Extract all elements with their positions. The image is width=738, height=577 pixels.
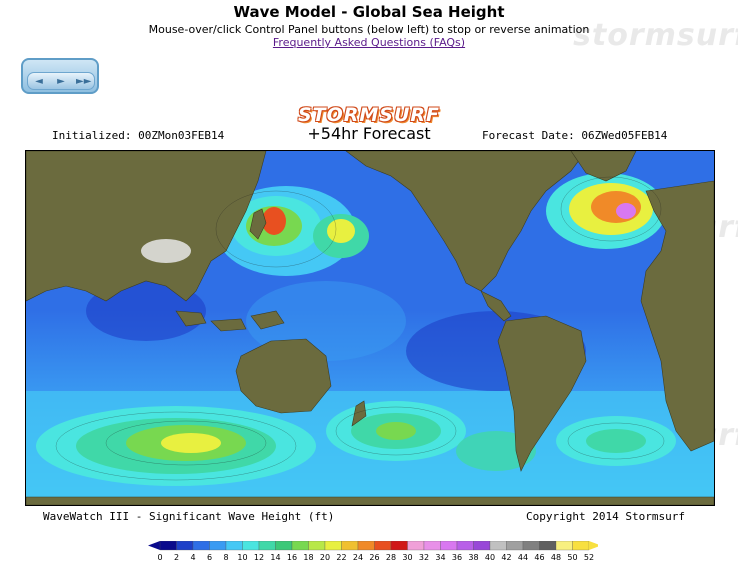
faq-row: Frequently Asked Questions (FAQs) [0,36,738,49]
stormsurf-logo: STORMSURF [297,104,441,126]
legend-swatch [572,540,590,551]
forecast-date: Forecast Date: 06ZWed05FEB14 [482,129,668,142]
legend-label: 38 [468,553,478,562]
legend-label: 48 [551,553,561,562]
fast-forward-button[interactable]: ►► [76,75,92,87]
legend-label: 10 [237,553,247,562]
legend-label: 26 [369,553,379,562]
legend-swatch [275,540,293,551]
legend-label: 42 [501,553,511,562]
reverse-button[interactable]: ◄ [35,75,43,87]
legend-swatch [522,540,540,551]
legend-swatch [407,540,425,551]
legend-swatch [192,540,210,551]
legend-label: 46 [534,553,544,562]
legend-label: 0 [157,553,162,562]
legend-graphic: 0 2 4 6 8 10 12 14 16 18 20 22 24 26 28 30 32 34 36 38 40 42 4… [148,540,601,562]
legend-swatch [473,540,491,551]
watermark: stormsurf [573,18,738,53]
wave-height-map [25,150,715,506]
legend-swatch [324,540,342,551]
animation-control-panel: ◄ ► ►► [21,58,99,94]
legend-swatch [374,540,392,551]
legend-swatch [539,540,557,551]
legend-label: 16 [287,553,297,562]
legend-label: 6 [207,553,212,562]
legend-swatch [506,540,524,551]
legend-swatch [291,540,309,551]
legend-label: 44 [518,553,528,562]
legend-swatch [209,540,227,551]
play-button[interactable]: ► [57,75,65,87]
legend-label: 18 [303,553,313,562]
legend-label: 4 [190,553,195,562]
legend-swatch [456,540,474,551]
legend-swatch [390,540,408,551]
legend-label: 12 [254,553,264,562]
legend-swatch [258,540,276,551]
copyright-label: Copyright 2014 Stormsurf [526,510,685,523]
faq-link[interactable]: Frequently Asked Questions (FAQs) [272,36,466,49]
landmasses [26,151,714,505]
legend-label: 30 [402,553,412,562]
legend-swatch [159,540,177,551]
legend-swatch [308,540,326,551]
legend-arrow-left [148,541,160,550]
legend-label: 24 [353,553,363,562]
page-subtitle: Mouse-over/click Control Panel buttons (… [148,23,590,36]
page-title: Wave Model - Global Sea Height [233,3,505,21]
control-bar: ◄ ► ►► [27,72,95,90]
legend-label: 36 [452,553,462,562]
color-legend: 0 2 4 6 8 10 12 14 16 18 20 22 24 26 28 30 32 34 36 38 40 42 4… [148,540,601,571]
legend-label: 22 [336,553,346,562]
legend-swatch [440,540,458,551]
map-graphic [26,151,714,505]
legend-label: 50 [567,553,577,562]
model-label: WaveWatch III - Significant Wave Height … [43,510,335,523]
forecast-hour: +54hr Forecast [307,124,431,143]
legend-label: 20 [320,553,330,562]
legend-label: 40 [485,553,495,562]
legend-swatch [555,540,573,551]
legend-label: 52 [584,553,594,562]
initialized-label: Initialized: 00ZMon03FEB14 [52,129,225,142]
legend-swatch [357,540,375,551]
legend-label: 32 [419,553,429,562]
legend-label: 34 [435,553,445,562]
legend-swatch [225,540,243,551]
legend-swatch [489,540,507,551]
legend-swatch [176,540,194,551]
legend-swatch [242,540,260,551]
legend-label: 8 [223,553,228,562]
legend-swatch [341,540,359,551]
legend-label: 2 [174,553,179,562]
legend-arrow-right [589,541,601,550]
legend-swatch [423,540,441,551]
legend-label: 14 [270,553,280,562]
legend-label: 28 [386,553,396,562]
